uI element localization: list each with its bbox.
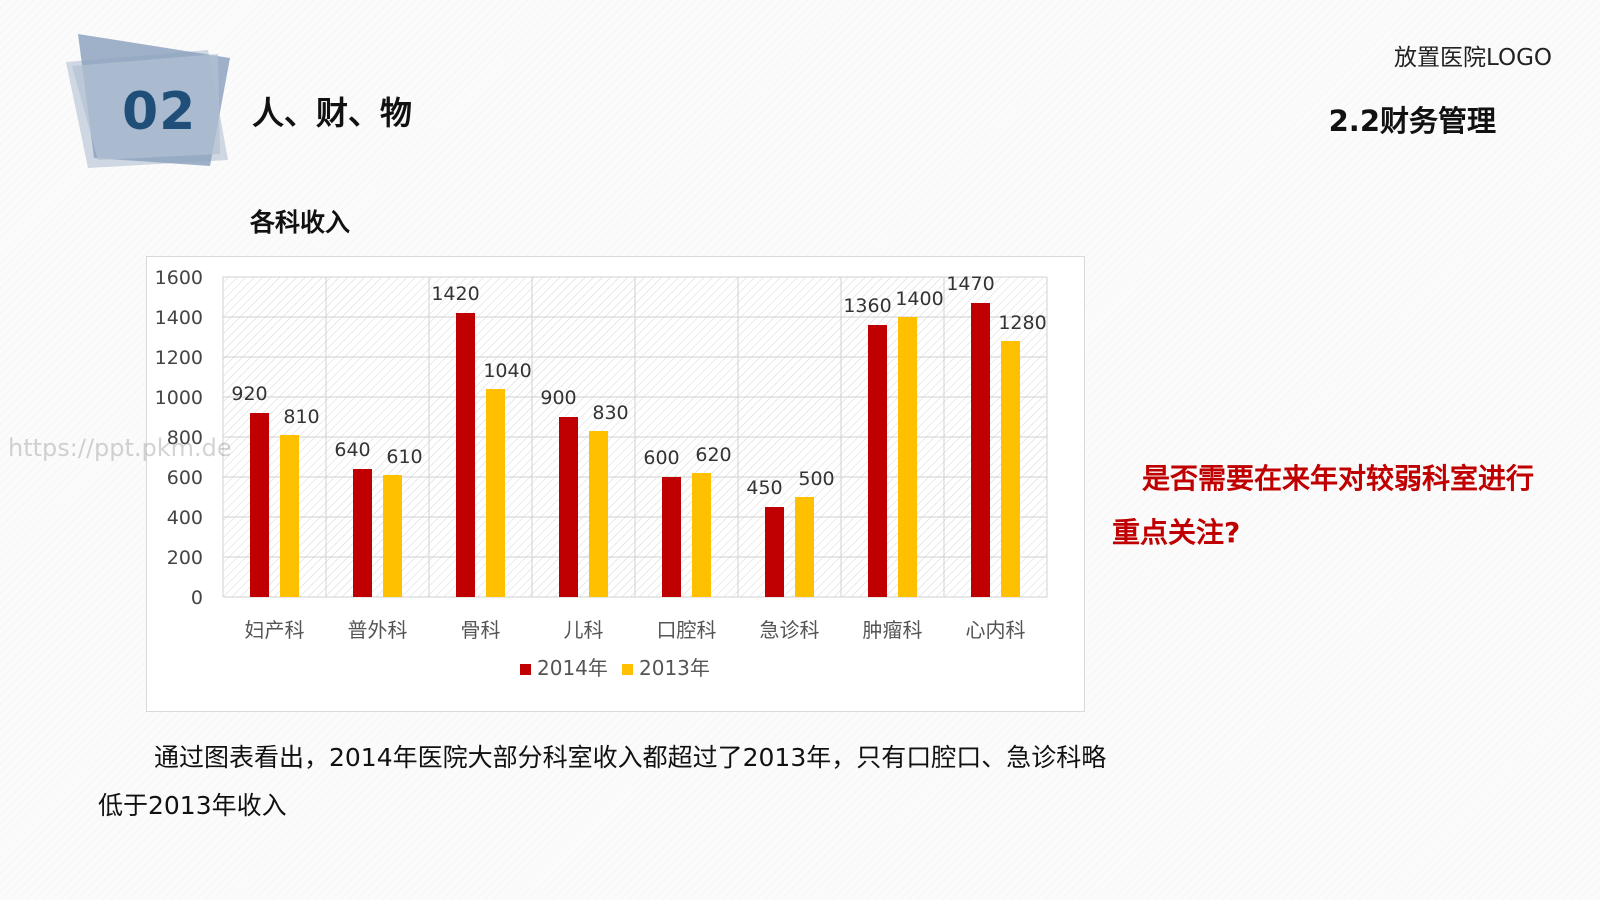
- data-label: 500: [798, 468, 834, 490]
- chart-canvas: 0 200 400 600 800 1000 1200 1400 1600 920 810 640 6…: [155, 267, 1048, 680]
- y-tick-label: 1600: [155, 267, 203, 289]
- bars: [250, 303, 1020, 597]
- bar-2014: [456, 313, 475, 597]
- data-label: 600: [643, 447, 679, 469]
- legend: 2014年 2013年: [520, 656, 710, 680]
- x-tick-label: 骨科: [461, 618, 501, 642]
- bar-2014: [250, 413, 269, 597]
- bar-2014: [662, 477, 681, 597]
- department-income-chart: 0 200 400 600 800 1000 1200 1400 1600 920 810 640 6…: [146, 256, 1085, 712]
- data-label: 1400: [895, 288, 943, 310]
- y-tick-label: 0: [191, 587, 203, 609]
- y-tick-label: 1400: [155, 307, 203, 329]
- data-label: 1470: [946, 273, 994, 295]
- bar-2014: [765, 507, 784, 597]
- data-label: 620: [695, 444, 731, 466]
- x-tick-label: 口腔科: [657, 618, 717, 642]
- bar-2013: [486, 389, 505, 597]
- data-label: 450: [746, 477, 782, 499]
- bar-2013: [898, 317, 917, 597]
- chart-heading: 各科收入: [250, 208, 351, 237]
- data-label: 640: [334, 439, 370, 461]
- section-number: 02: [122, 82, 197, 142]
- x-tick-label: 肿瘤科: [863, 618, 923, 642]
- y-tick-label: 1200: [155, 347, 203, 369]
- bar-2014: [868, 325, 887, 597]
- bar-2013: [383, 475, 402, 597]
- legend-label: 2014年: [537, 656, 608, 680]
- hospital-logo-placeholder: 放置医院LOGO: [1393, 45, 1552, 71]
- x-axis: 妇产科 普外科 骨科 儿科 口腔科 急诊科 肿瘤科 心内科: [245, 618, 1026, 642]
- watermark: https://ppt.pkm.de: [8, 434, 232, 462]
- y-tick-label: 400: [167, 507, 203, 529]
- data-label: 1420: [431, 283, 479, 305]
- x-tick-label: 心内科: [966, 618, 1026, 642]
- y-tick-label: 800: [167, 427, 203, 449]
- legend-swatch: [622, 664, 633, 675]
- data-label: 920: [231, 383, 267, 405]
- y-tick-label: 600: [167, 467, 203, 489]
- bar-2013: [589, 431, 608, 597]
- data-label: 900: [540, 387, 576, 409]
- x-tick-label: 妇产科: [245, 618, 305, 642]
- bar-2013: [795, 497, 814, 597]
- x-tick-label: 急诊科: [760, 618, 820, 642]
- data-label: 1360: [843, 295, 891, 317]
- legend-label: 2013年: [639, 656, 710, 680]
- badge-shape: [66, 34, 230, 168]
- data-label: 1040: [483, 360, 531, 382]
- y-tick-label: 1000: [155, 387, 203, 409]
- legend-swatch: [520, 664, 531, 675]
- data-label: 610: [386, 446, 422, 468]
- y-axis: 0 200 400 600 800 1000 1200 1400 1600: [155, 267, 203, 609]
- bar-2013: [1001, 341, 1020, 597]
- data-label: 830: [592, 402, 628, 424]
- sub-section-title: 2.2财务管理: [1328, 104, 1496, 138]
- section-badge: 02: [58, 30, 238, 170]
- bar-2013: [280, 435, 299, 597]
- bar-2014: [353, 469, 372, 597]
- summary-paragraph: 通过图表看出，2014年医院大部分科室收入都超过了2013年，只有口腔口、急诊科…: [98, 743, 1107, 820]
- question-callout: 是否需要在来年对较弱科室进行重点关注?: [1112, 462, 1535, 549]
- bar-2014: [971, 303, 990, 597]
- x-tick-label: 普外科: [348, 618, 408, 642]
- data-label: 810: [283, 406, 319, 428]
- bar-2013: [692, 473, 711, 597]
- y-tick-label: 200: [167, 547, 203, 569]
- data-label: 1280: [998, 312, 1046, 334]
- section-title: 人、财、物: [252, 94, 413, 132]
- data-labels: 920 810 640 610 1420 1040 900 830 600 620 450 500 13…: [231, 273, 1046, 499]
- bar-2014: [559, 417, 578, 597]
- x-tick-label: 儿科: [564, 618, 604, 642]
